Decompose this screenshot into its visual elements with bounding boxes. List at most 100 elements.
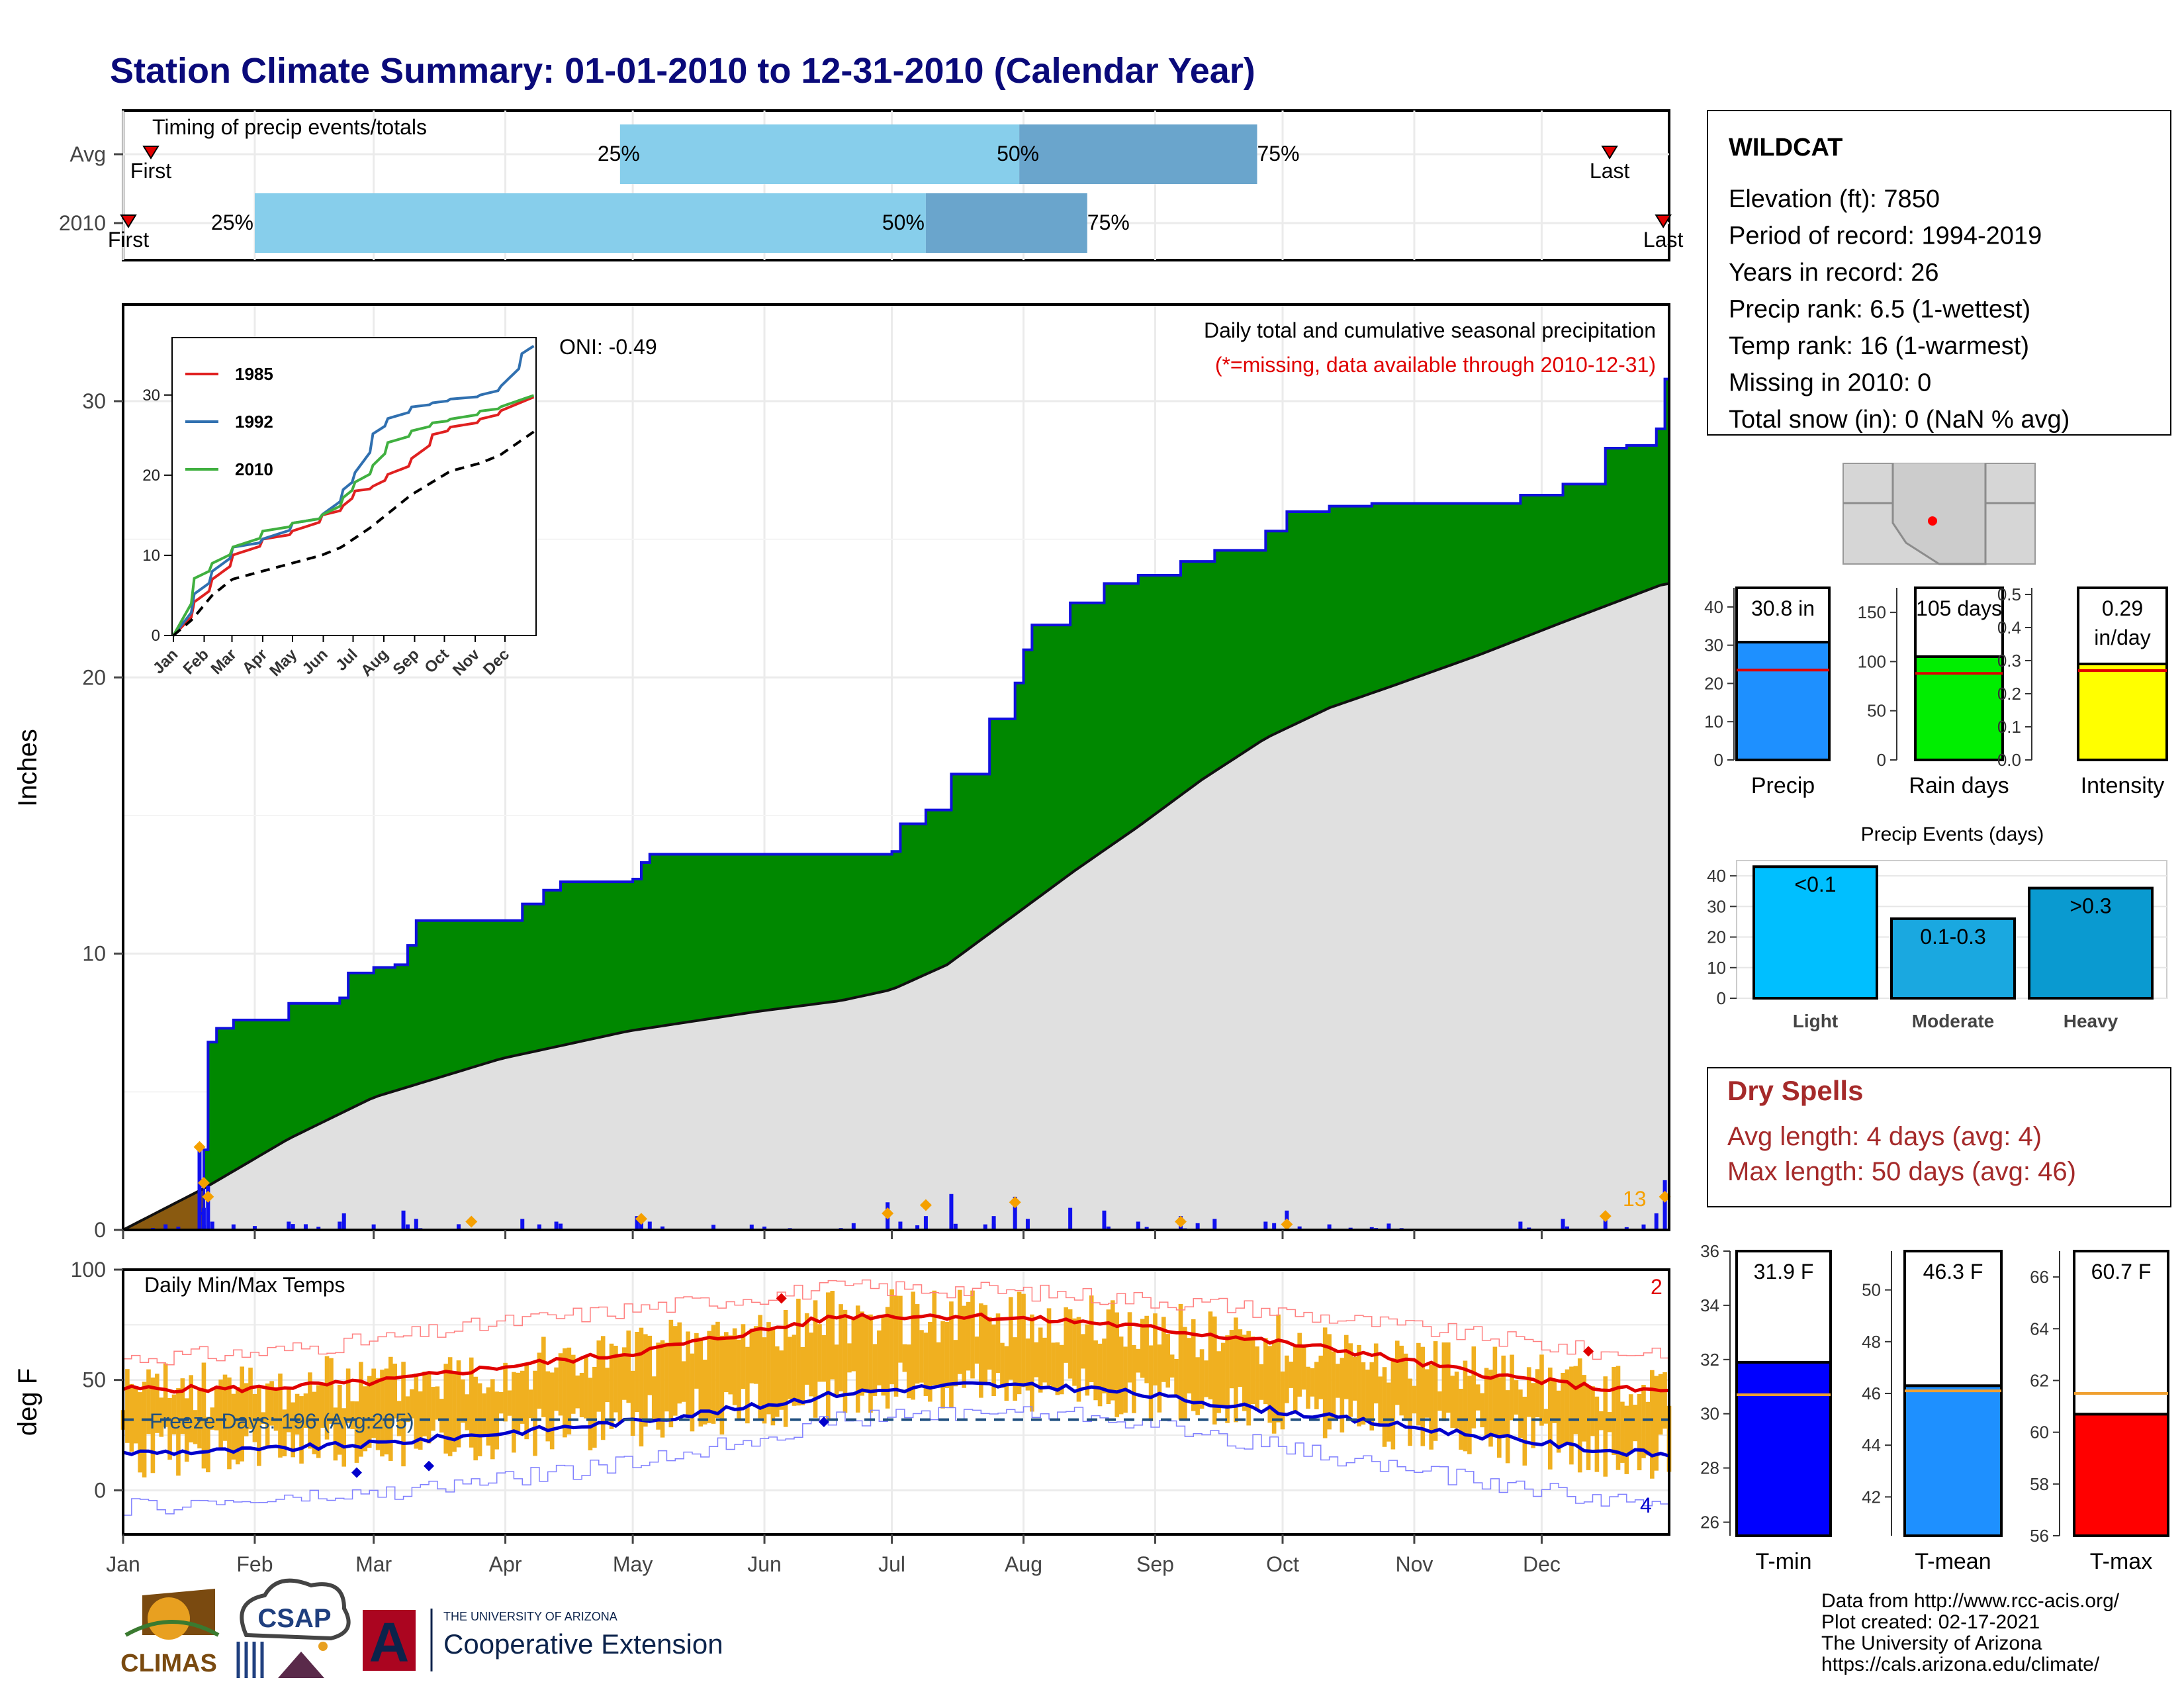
daily-temp-bar (1641, 1385, 1646, 1458)
daily-precip-bar (711, 1225, 716, 1230)
daily-precip-bar (401, 1210, 406, 1230)
daily-temp-bar (600, 1336, 606, 1440)
small-chart-tick-label: 32 (1700, 1350, 1719, 1370)
daily-precip-bar (1272, 1223, 1277, 1230)
daily-temp-bar (354, 1401, 359, 1463)
daily-temp-bar (762, 1337, 767, 1424)
daily-temp-bar (1450, 1376, 1455, 1428)
daily-precip-bar (898, 1221, 903, 1230)
daily-temp-bar (877, 1330, 882, 1385)
cum-2010-line (123, 377, 1669, 1231)
temp-means-charts: 26 28 30 32 34 36 31.9 F T-min 42 44 46 48 50 46.3 F T… (1700, 1241, 2169, 1574)
cold-count-label: 4 (1640, 1493, 1652, 1517)
daily-temp-bar (1645, 1401, 1651, 1456)
daily-temp-bar (1394, 1340, 1400, 1405)
climas-logo-text: CLIMAS (120, 1650, 217, 1677)
daily-temp-bar (702, 1360, 707, 1425)
daily-temp-bar (1297, 1333, 1302, 1397)
small-chart-tick-label: 0.1 (1997, 717, 2021, 737)
daily-temp-bar (639, 1327, 644, 1447)
temp-axes: 0 50 100 Jan Feb Mar Apr May Jun Jul Aug Sep Oct Nov D… (71, 1258, 1561, 1576)
daily-temp-bar (979, 1303, 983, 1398)
timing-title: Timing of precip events/totals (152, 115, 427, 139)
daily-temp-bar (728, 1335, 733, 1395)
daily-temp-bar (584, 1356, 588, 1419)
station-lines: Elevation (ft): 7850 Period of record: 19… (1729, 185, 2070, 434)
last-event-marker (1601, 146, 1618, 160)
daily-temp-bar (1612, 1367, 1616, 1455)
daily-temp-bar (469, 1357, 474, 1448)
daily-temp-bar (1403, 1353, 1408, 1420)
daily-temp-bar (554, 1367, 559, 1411)
daily-temp-bar (1017, 1291, 1022, 1395)
dry-spells-box: Dry Spells Avg length: 4 days (avg: 4) M… (1707, 1067, 2171, 1207)
daily-temp-bar (614, 1345, 618, 1413)
daily-temp-bar (1089, 1295, 1094, 1383)
daily-temp-bar (1429, 1364, 1433, 1450)
daily-precip-bar (749, 1224, 754, 1230)
precip-ytick-label: 0 (94, 1218, 106, 1242)
daily-temp-bar (214, 1389, 219, 1430)
daily-temp-bar (932, 1290, 937, 1385)
daily-temp-bar (1552, 1381, 1557, 1423)
daily-precip-bar (210, 1221, 214, 1230)
timing-pct-label: 25% (598, 142, 640, 165)
daily-precip-bar (537, 1224, 541, 1230)
daily-temp-bar (1471, 1346, 1477, 1429)
daily-temp-bar (672, 1326, 678, 1416)
daily-temp-bar (465, 1394, 470, 1430)
daily-temp-bar (830, 1291, 835, 1380)
small-chart-tick-label: 30 (1704, 635, 1723, 655)
daily-temp-bar (1072, 1318, 1077, 1386)
daily-temp-bar (431, 1387, 435, 1431)
inset-ytick-label: 0 (152, 627, 160, 645)
daily-temp-bar (804, 1313, 809, 1385)
summary-bar-label: T-mean (1915, 1549, 1991, 1574)
daily-temp-bar (1059, 1344, 1064, 1395)
oni-label: ONI: -0.49 (559, 335, 657, 359)
record-marker (776, 1293, 787, 1304)
daily-temp-bar (384, 1368, 389, 1455)
csap-sun-icon (318, 1642, 328, 1651)
event-bar (1752, 865, 1878, 1000)
small-chart-tick-label: 34 (1700, 1295, 1719, 1315)
daily-temp-bar (1246, 1331, 1251, 1426)
daily-temp-bar (129, 1383, 134, 1452)
daily-precip-bar (1013, 1196, 1017, 1230)
daily-temp-bar (410, 1389, 414, 1419)
daily-temp-bar (1510, 1354, 1514, 1421)
daily-precip-bar (762, 1226, 767, 1230)
daily-temp-bar (392, 1363, 398, 1419)
station-info-line: Elevation (ft): 7850 (1729, 185, 1940, 213)
small-chart-tick-label: 20 (1704, 673, 1723, 693)
daily-temp-bar (1437, 1391, 1442, 1411)
daily-temp-bar (1110, 1300, 1115, 1401)
footer-line: Data from http://www.rcc-acis.org/ (1821, 1590, 2120, 1612)
daily-temp-bar (983, 1305, 988, 1385)
daily-precip-bar (1518, 1221, 1523, 1230)
freeze-days-label: Freeze Days: 196 (Avg:205) (150, 1409, 414, 1433)
daily-temp-bar (1285, 1355, 1289, 1403)
ua-logo-block (363, 1610, 416, 1671)
daily-temp-bar (1467, 1376, 1472, 1454)
daily-temp-bar (1250, 1336, 1255, 1405)
daily-temp-bar (1068, 1309, 1073, 1379)
temp-xtick-label: Jun (747, 1552, 782, 1576)
events-tick-label: 30 (1707, 896, 1726, 916)
daily-temp-bar (719, 1335, 725, 1434)
precip-ytick-label: 20 (82, 665, 106, 689)
daily-temp-bar (265, 1383, 270, 1447)
event-bar (2028, 886, 2154, 1000)
daily-temp-bar (1046, 1308, 1052, 1386)
temp-xtick-label: May (613, 1552, 653, 1576)
daily-temp-bar (1373, 1343, 1379, 1404)
daily-temp-bar (1276, 1314, 1281, 1423)
precip-ytick-label: 30 (82, 389, 106, 413)
daily-temp-bar (426, 1373, 432, 1444)
daily-temp-bar (737, 1339, 741, 1420)
event-range-label: 0.1-0.3 (1920, 925, 1986, 949)
daily-temp-bar (303, 1393, 308, 1429)
daily-temp-bar (621, 1347, 627, 1400)
summary-bar (2073, 1413, 2169, 1537)
temp-title: Daily Min/Max Temps (144, 1273, 345, 1297)
